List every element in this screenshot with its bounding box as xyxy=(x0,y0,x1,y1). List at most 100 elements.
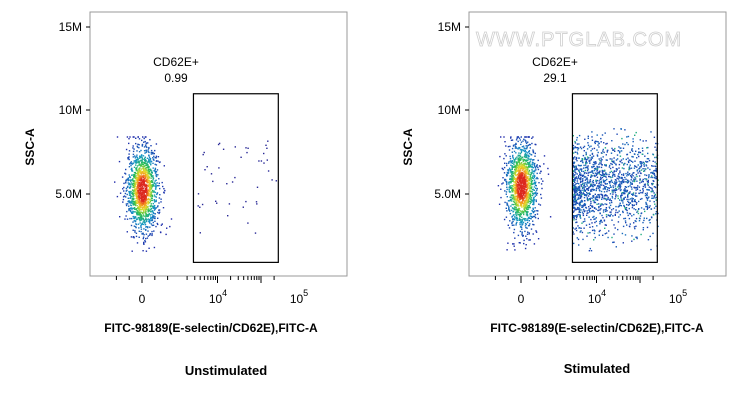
event-dot xyxy=(624,129,626,131)
event-dot xyxy=(614,191,617,194)
event-dot xyxy=(147,185,149,187)
event-dot xyxy=(579,173,581,176)
event-dot xyxy=(143,141,145,143)
event-dot xyxy=(533,179,536,181)
event-dot xyxy=(531,172,534,174)
event-dot xyxy=(530,158,532,160)
event-dot xyxy=(146,208,148,211)
event-dot xyxy=(507,205,510,207)
event-dot xyxy=(636,175,638,178)
event-dot xyxy=(531,180,534,182)
event-dot xyxy=(150,199,153,201)
event-dot xyxy=(152,202,154,205)
event-dot xyxy=(130,211,133,214)
event-dot xyxy=(652,214,655,216)
event-dot xyxy=(526,189,528,191)
event-dot xyxy=(586,179,589,181)
event-dot xyxy=(597,209,600,212)
event-dot xyxy=(577,225,579,227)
event-dot xyxy=(521,206,523,208)
event-dot xyxy=(625,181,627,183)
event-dot xyxy=(592,195,594,197)
event-dot xyxy=(144,160,146,163)
event-dot xyxy=(143,228,145,230)
event-dot xyxy=(540,178,543,180)
event-dot xyxy=(136,187,138,190)
event-dot xyxy=(622,200,624,202)
event-dot xyxy=(581,168,583,170)
event-dot xyxy=(501,167,503,170)
event-dot xyxy=(601,221,603,223)
event-dot xyxy=(606,159,608,161)
event-dot xyxy=(137,158,139,161)
event-dot xyxy=(141,143,144,146)
event-dot xyxy=(148,192,150,194)
event-dot xyxy=(141,209,143,211)
event-dot xyxy=(639,178,641,180)
event-dot xyxy=(517,175,520,177)
event-dot xyxy=(577,202,579,204)
event-dot xyxy=(525,165,527,167)
event-dot xyxy=(572,164,575,166)
event-dot xyxy=(593,201,595,204)
event-dot xyxy=(618,204,621,206)
event-dot xyxy=(139,213,141,216)
event-dot xyxy=(151,216,154,218)
event-dot xyxy=(655,199,657,201)
event-dot xyxy=(636,236,638,238)
event-dot xyxy=(157,217,159,219)
event-dot xyxy=(147,169,149,172)
event-dot xyxy=(618,146,620,148)
event-dot xyxy=(577,238,580,241)
event-dot xyxy=(587,142,589,144)
event-dot xyxy=(527,151,530,153)
event-dot xyxy=(525,136,527,138)
event-dot xyxy=(150,223,153,225)
event-dot xyxy=(150,208,152,211)
event-dot xyxy=(608,166,611,168)
event-dot xyxy=(529,179,531,181)
event-dot xyxy=(155,164,158,166)
event-dot xyxy=(533,186,536,188)
event-dot xyxy=(139,176,141,178)
event-dot xyxy=(625,158,627,161)
event-dot xyxy=(520,221,522,223)
event-dot xyxy=(612,149,614,151)
event-dot xyxy=(618,176,621,178)
event-dot xyxy=(601,214,603,217)
event-dot xyxy=(247,222,249,224)
event-dot xyxy=(640,212,643,214)
event-dot xyxy=(612,166,614,169)
event-dot xyxy=(593,232,596,235)
event-dot xyxy=(146,180,148,182)
event-dot xyxy=(615,179,617,181)
event-dot xyxy=(519,198,522,200)
event-dot xyxy=(518,155,520,157)
event-dot xyxy=(138,173,140,175)
event-dot xyxy=(587,165,589,167)
event-dot xyxy=(507,172,510,174)
event-dot xyxy=(573,198,576,200)
event-dot xyxy=(133,177,135,179)
event-dot xyxy=(148,202,151,204)
event-dot xyxy=(134,192,136,194)
event-dot xyxy=(152,151,154,154)
event-dot xyxy=(586,188,588,190)
event-dot xyxy=(605,203,608,206)
event-dot xyxy=(150,197,153,199)
event-dot xyxy=(582,170,585,173)
event-dot xyxy=(629,159,631,161)
event-dot xyxy=(524,202,526,205)
event-dot xyxy=(197,193,200,195)
event-dot xyxy=(594,230,596,232)
event-dot xyxy=(138,204,141,206)
event-dot xyxy=(575,194,577,196)
event-dot xyxy=(271,179,273,181)
event-dot xyxy=(517,136,519,138)
event-dot xyxy=(154,201,156,203)
event-dot xyxy=(628,180,630,182)
event-dot xyxy=(533,200,535,202)
event-dot xyxy=(143,150,146,152)
event-dot xyxy=(527,199,530,201)
event-dot xyxy=(141,160,143,163)
